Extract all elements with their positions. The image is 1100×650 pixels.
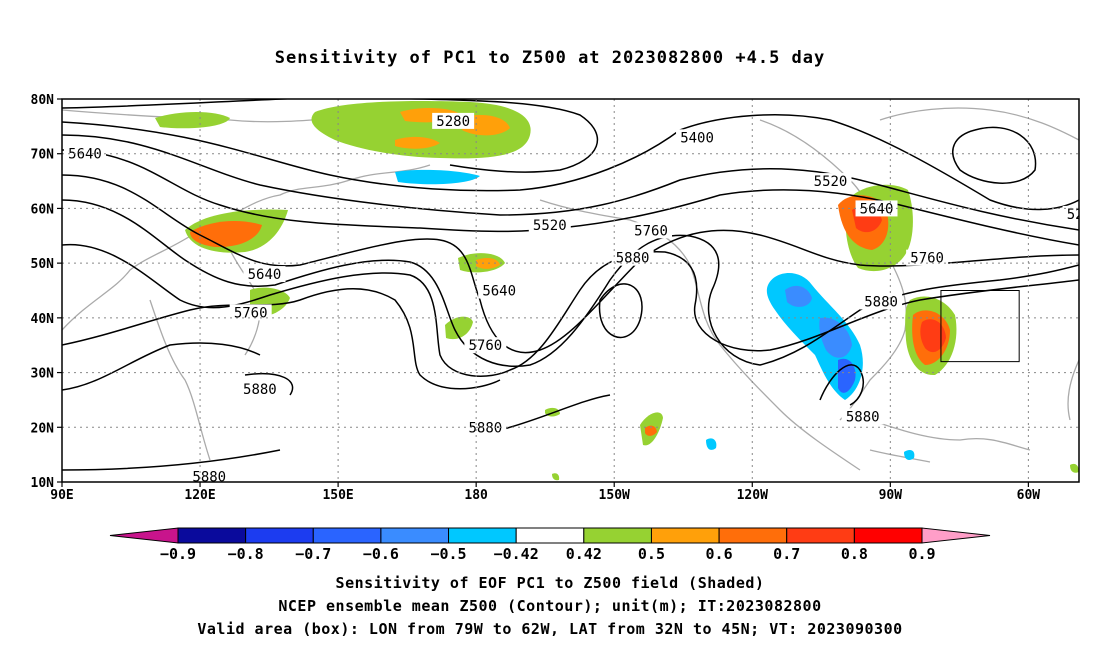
sensitivity-shading	[155, 101, 1079, 481]
colorbar-swatch	[515, 527, 585, 544]
colorbar-tick-label: −0.9	[159, 545, 197, 563]
contour-label: 5880	[611, 249, 654, 267]
contour-label: 5640	[243, 266, 286, 283]
contour-label: 5760	[464, 337, 507, 354]
lat-label: 20N	[31, 421, 55, 436]
colorbar-tick-label: −0.6	[362, 545, 399, 563]
map-title: Sensitivity of PC1 to Z500 at 2023082800…	[274, 48, 826, 68]
colorbar-swatch	[786, 527, 855, 544]
lat-label: 60N	[31, 202, 55, 217]
map-frame	[61, 98, 1080, 483]
colorbar-swatch	[718, 527, 788, 544]
colorbar-low-arrow	[109, 527, 179, 544]
colorbar	[109, 527, 991, 544]
colorbar-tick-label: −0.7	[295, 545, 332, 563]
svg-text:5880: 5880	[469, 420, 503, 436]
lat-label: 50N	[31, 257, 55, 272]
colorbar-high-arrow	[921, 527, 991, 544]
footer-line-1: Sensitivity of EOF PC1 to Z500 field (Sh…	[335, 574, 765, 592]
colorbar-tick-label: 0.7	[773, 545, 801, 563]
colorbar-swatch	[245, 527, 314, 544]
colorbar-swatch	[448, 527, 517, 544]
svg-text:5640: 5640	[860, 201, 894, 217]
svg-text:5400: 5400	[680, 130, 714, 146]
contour-label: 5880	[860, 293, 903, 310]
svg-text:5640: 5640	[482, 284, 516, 300]
colorbar-tick-label: 0.8	[840, 545, 868, 563]
contour-label: 5880	[841, 408, 884, 425]
contour-label: 5880	[464, 419, 507, 436]
svg-text:5880: 5880	[616, 251, 650, 267]
colorbar-swatch	[583, 527, 652, 544]
contour-label: 5400	[676, 129, 719, 146]
svg-text:5280: 5280	[1067, 207, 1100, 223]
colorbar-tick-label: 0.6	[705, 545, 733, 563]
svg-text:5640: 5640	[68, 147, 102, 163]
contour-label: 5520	[809, 173, 852, 190]
contour-label: 5880	[238, 380, 281, 398]
footer-line-3: Valid area (box): LON from 79W to 62W, L…	[197, 620, 903, 638]
lat-label: 10N	[31, 476, 55, 491]
svg-text:5760: 5760	[234, 305, 268, 321]
lon-label: 180	[464, 488, 488, 503]
svg-text:5520: 5520	[814, 174, 848, 190]
lat-label: 40N	[31, 312, 55, 327]
colorbar-swatch	[380, 527, 450, 544]
svg-text:5880: 5880	[846, 409, 880, 425]
contour-label: 5640	[64, 145, 107, 163]
lon-label: 90W	[879, 488, 903, 503]
colorbar-swatch	[650, 527, 720, 544]
svg-text:5280: 5280	[436, 114, 470, 130]
contour-label: 5760	[906, 249, 949, 267]
lon-label: 150E	[322, 488, 353, 503]
colorbar-swatch	[853, 527, 923, 544]
lat-label: 70N	[31, 148, 55, 163]
svg-text:5760: 5760	[634, 223, 668, 239]
contour-label: 5280	[432, 112, 475, 130]
colorbar-tick-label: 0.9	[908, 545, 936, 563]
lon-label: 90E	[50, 488, 73, 503]
lon-label: 60W	[1017, 488, 1041, 503]
contour-label: 5760	[229, 304, 272, 321]
colorbar-tick-label: −0.8	[227, 545, 264, 563]
svg-text:5880: 5880	[864, 294, 898, 310]
svg-text:5880: 5880	[243, 382, 277, 398]
graticule	[62, 99, 1079, 482]
lat-label: 30N	[31, 367, 55, 382]
contour-label: 5760	[630, 222, 673, 239]
svg-text:5760: 5760	[469, 338, 503, 354]
colorbar-swatch	[177, 527, 247, 544]
lon-label: 120W	[737, 488, 768, 503]
svg-text:5880: 5880	[192, 470, 226, 486]
contour-label: 5880	[188, 468, 231, 486]
svg-text:5520: 5520	[533, 218, 567, 234]
colorbar-tick-label: −0.42	[493, 545, 539, 563]
contour-label: 5520	[528, 216, 571, 234]
valid-area-box	[940, 290, 1020, 363]
colorbar-tick-label: 0.42	[565, 545, 602, 563]
svg-text:5760: 5760	[910, 251, 944, 267]
z500-contours	[62, 99, 1079, 471]
contour-label: 5280	[1062, 205, 1100, 223]
lon-label: 120E	[184, 488, 215, 503]
colorbar-swatch	[312, 527, 382, 544]
colorbar-tick-label: −0.5	[430, 545, 467, 563]
svg-text:5640: 5640	[248, 267, 282, 283]
contour-label: 5640	[478, 282, 521, 300]
colorbar-tick-label: 0.5	[637, 545, 665, 563]
contour-label-layer: 5280 5400 5640 5520 5640 5280 5520 5760 5880 5760…	[64, 112, 1100, 486]
lat-label: 80N	[31, 93, 55, 108]
footer-line-2: NCEP ensemble mean Z500 (Contour); unit(…	[278, 597, 822, 615]
contour-label: 5640	[855, 200, 898, 217]
lon-label: 150W	[599, 488, 630, 503]
